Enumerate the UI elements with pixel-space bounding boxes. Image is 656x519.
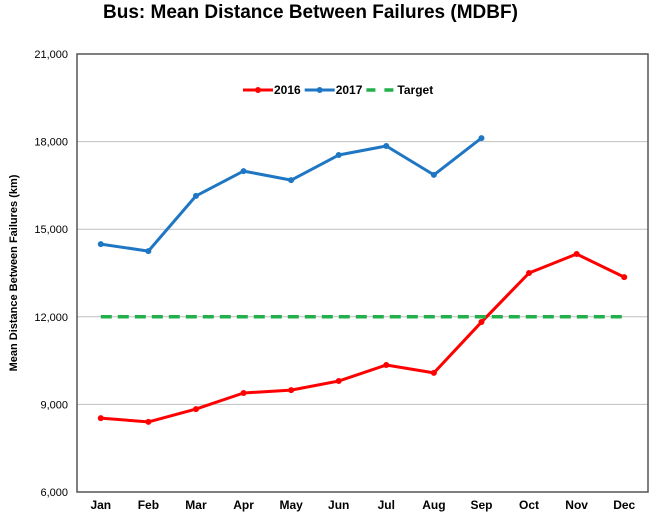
x-tick-label: Feb [138, 498, 159, 512]
legend-label: Target [397, 83, 433, 97]
x-tick-label: Aug [422, 498, 445, 512]
y-tick-label: 15,000 [34, 224, 68, 236]
data-point-2017 [145, 248, 152, 255]
data-point-2017 [288, 177, 295, 184]
x-tick-label: Jan [90, 498, 111, 512]
legend-label: 2017 [336, 83, 363, 97]
data-point-2016 [335, 378, 342, 385]
y-tick-label: 6,000 [40, 487, 68, 499]
legend-marker [316, 87, 323, 93]
x-tick-label: Nov [565, 498, 588, 512]
legend-label: 2016 [274, 83, 301, 97]
legend-marker [255, 87, 261, 93]
data-point-2017 [240, 168, 247, 175]
data-point-2017 [335, 152, 342, 159]
series-line-2017 [100, 136, 483, 253]
data-point-2017 [478, 135, 485, 142]
data-point-2016 [145, 418, 152, 425]
series-line-2016 [100, 252, 625, 424]
y-tick-label: 21,000 [34, 49, 68, 61]
y-tick-label: 9,000 [40, 399, 68, 411]
data-point-2016 [97, 415, 104, 422]
y-axis-label: Mean Distance Between Failures (km) [8, 174, 20, 371]
data-point-2016 [288, 387, 295, 394]
data-point-2017 [97, 241, 104, 248]
plot-border [76, 53, 649, 493]
x-tick-label: Jul [378, 498, 395, 512]
y-tick-label: 12,000 [34, 312, 68, 324]
x-tick-label: Apr [233, 498, 254, 512]
data-point-2016 [526, 270, 533, 276]
chart-title: Bus: Mean Distance Between Failures (MDB… [103, 2, 518, 23]
data-point-2016 [430, 369, 437, 376]
data-point-2017 [383, 142, 390, 149]
y-tick-label: 18,000 [34, 137, 68, 149]
data-point-2016 [621, 274, 628, 281]
data-point-2017 [430, 171, 437, 178]
x-tick-label: May [279, 498, 303, 512]
x-tick-label: Mar [185, 498, 207, 512]
data-point-2016 [573, 251, 580, 258]
x-tick-label: Oct [519, 498, 539, 512]
data-point-2016 [383, 361, 390, 368]
data-point-2016 [240, 390, 247, 397]
x-tick-label: Jun [328, 498, 349, 512]
x-tick-label: Sep [470, 498, 492, 512]
x-tick-label: Dec [613, 498, 635, 512]
data-point-2017 [192, 192, 199, 199]
data-point-2016 [192, 406, 199, 413]
data-point-2016 [478, 319, 485, 326]
